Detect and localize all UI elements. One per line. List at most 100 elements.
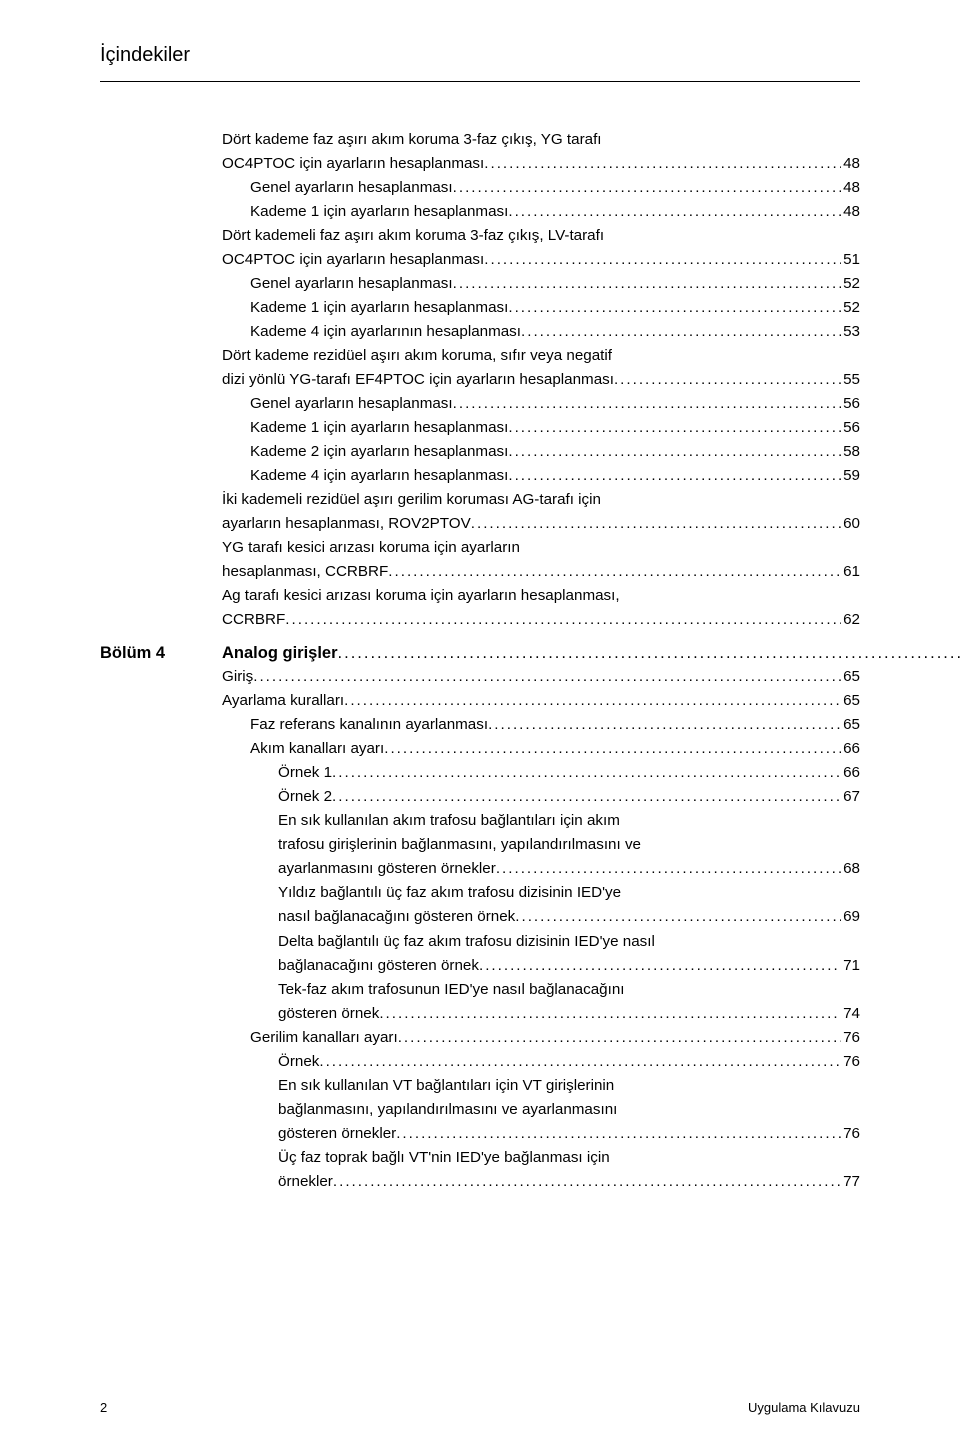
toc-page: 48 bbox=[841, 176, 860, 200]
toc-entry-text: Örnek bbox=[278, 1050, 319, 1074]
leader bbox=[614, 368, 841, 392]
toc-line: ayarların hesaplanması, ROV2PTOV 60 bbox=[222, 512, 860, 536]
toc-page: 71 bbox=[841, 954, 860, 978]
leader bbox=[484, 152, 841, 176]
toc-entry-text: Örnek 2 bbox=[278, 785, 332, 809]
leader bbox=[319, 1050, 841, 1074]
toc-line: Gerilim kanalları ayarı 76 bbox=[222, 1026, 860, 1050]
toc-line: ayarlanmasını gösteren örnekler 68 bbox=[278, 857, 860, 881]
toc-entry-text: gösteren örnekler bbox=[278, 1122, 396, 1146]
toc-line: Giriş65 bbox=[222, 665, 860, 689]
toc-entry-text: bağlanmasını, yapılandırılmasını ve ayar… bbox=[278, 1098, 860, 1122]
toc-entry-text: CCRBRF bbox=[222, 608, 285, 632]
leader bbox=[398, 1026, 841, 1050]
toc-line: Örnek 166 bbox=[222, 761, 860, 785]
toc-entry-text: gösteren örnek bbox=[278, 1002, 379, 1026]
toc-entry-text: örnekler bbox=[278, 1170, 333, 1194]
toc-entry-text: trafosu girişlerinin bağlanmasını, yapıl… bbox=[278, 833, 860, 857]
toc-entry-text: Kademe 2 için ayarların hesaplanması bbox=[250, 440, 508, 464]
toc-entry-text: Gerilim kanalları ayarı bbox=[250, 1026, 398, 1050]
leader bbox=[388, 560, 841, 584]
toc-entry-text: Ayarlama kuralları bbox=[222, 689, 344, 713]
toc-entry-text: Dört kademe faz aşırı akım koruma 3-faz … bbox=[222, 128, 860, 152]
toc-body: Dört kademe faz aşırı akım koruma 3-faz … bbox=[100, 128, 860, 1194]
toc-entry: Yıldız bağlantılı üç faz akım trafosu di… bbox=[222, 881, 860, 929]
footer: 2 Uygulama Kılavuzu bbox=[100, 1400, 860, 1415]
leader bbox=[496, 857, 841, 881]
section-title: Analog girişler bbox=[222, 644, 338, 663]
leader bbox=[384, 737, 841, 761]
leader bbox=[379, 1002, 841, 1026]
toc-page: 76 bbox=[841, 1026, 860, 1050]
toc-entry: En sık kullanılan VT bağlantıları için V… bbox=[222, 1074, 860, 1146]
leader bbox=[285, 608, 841, 632]
leader bbox=[396, 1122, 841, 1146]
toc-page: 53 bbox=[841, 320, 860, 344]
toc-page: 55 bbox=[841, 368, 860, 392]
toc-line: Faz referans kanalının ayarlanması65 bbox=[222, 713, 860, 737]
toc-line: bağlanacağını gösteren örnek71 bbox=[278, 954, 860, 978]
toc-entry-text: Genel ayarların hesaplanması bbox=[250, 392, 453, 416]
toc-page: 66 bbox=[841, 737, 860, 761]
toc-page: 61 bbox=[841, 560, 860, 584]
toc-entry-text: Tek-faz akım trafosunun IED'ye nasıl bağ… bbox=[278, 978, 860, 1002]
toc-line: Kademe 2 için ayarların hesaplanması58 bbox=[222, 440, 860, 464]
toc-line: dizi yönlü YG-tarafı EF4PTOC için ayarla… bbox=[222, 368, 860, 392]
toc-entry: Delta bağlantılı üç faz akım trafosu diz… bbox=[222, 930, 860, 978]
toc-entry-text: OC4PTOC için ayarların hesaplanması bbox=[222, 152, 484, 176]
toc-entry-text: En sık kullanılan VT bağlantıları için V… bbox=[278, 1074, 860, 1098]
toc-page: 77 bbox=[841, 1170, 860, 1194]
toc-entry-text: İki kademeli rezidüel aşırı gerilim koru… bbox=[222, 488, 860, 512]
toc-entry-text: Ag tarafı kesici arızası koruma için aya… bbox=[222, 584, 860, 608]
leader bbox=[479, 954, 841, 978]
toc-page: 62 bbox=[841, 608, 860, 632]
leader bbox=[332, 785, 841, 809]
toc-entry: En sık kullanılan akım trafosu bağlantıl… bbox=[222, 809, 860, 881]
toc-line: Kademe 1 için ayarların hesaplanması48 bbox=[222, 200, 860, 224]
toc-entry: Dört kademeli faz aşırı akım koruma 3-fa… bbox=[222, 224, 860, 272]
toc-entry-text: ayarlanmasını gösteren örnekler bbox=[278, 857, 496, 881]
toc-main: Dört kademe faz aşırı akım koruma 3-faz … bbox=[222, 128, 860, 632]
toc-line: Genel ayarların hesaplanması48 bbox=[222, 176, 860, 200]
toc-entry: İki kademeli rezidüel aşırı gerilim koru… bbox=[222, 488, 860, 536]
footer-page-number: 2 bbox=[100, 1400, 107, 1415]
leader bbox=[471, 512, 841, 536]
toc-entry-text: Dört kademe rezidüel aşırı akım koruma, … bbox=[222, 344, 860, 368]
leader bbox=[508, 440, 841, 464]
page-title: İçindekiler bbox=[100, 44, 860, 67]
toc-entry-text: Kademe 4 için ayarlarının hesaplanması bbox=[250, 320, 521, 344]
header-rule bbox=[100, 81, 860, 82]
toc-page: 76 bbox=[841, 1050, 860, 1074]
leader bbox=[521, 320, 841, 344]
toc-line: gösteren örnekler 76 bbox=[278, 1122, 860, 1146]
toc-entry-text: Kademe 1 için ayarların hesaplanması bbox=[250, 296, 508, 320]
toc-line: Kademe 4 için ayarların hesaplanması 59 bbox=[222, 464, 860, 488]
toc-line: Akım kanalları ayarı 66 bbox=[222, 737, 860, 761]
toc-page: 76 bbox=[841, 1122, 860, 1146]
toc-entry-text: Dört kademeli faz aşırı akım koruma 3-fa… bbox=[222, 224, 860, 248]
toc-entry-text: Akım kanalları ayarı bbox=[250, 737, 384, 761]
leader bbox=[332, 761, 841, 785]
toc-entry-text: Kademe 4 için ayarların hesaplanması bbox=[250, 464, 508, 488]
toc-entry-text: Örnek 1 bbox=[278, 761, 332, 785]
leader bbox=[508, 464, 841, 488]
toc-entry: YG tarafı kesici arızası koruma için aya… bbox=[222, 536, 860, 584]
toc-line: hesaplanması, CCRBRF61 bbox=[222, 560, 860, 584]
toc-entry-text: nasıl bağlanacağını gösteren örnek bbox=[278, 905, 515, 929]
toc-entry-text: ayarların hesaplanması, ROV2PTOV bbox=[222, 512, 471, 536]
toc-page: 65 bbox=[841, 713, 860, 737]
toc-line: Örnek 267 bbox=[222, 785, 860, 809]
section-row: Bölüm 4 Analog girişler 65 bbox=[100, 644, 860, 663]
toc-entry-text: dizi yönlü YG-tarafı EF4PTOC için ayarla… bbox=[222, 368, 614, 392]
toc-entry-text: Genel ayarların hesaplanması bbox=[250, 272, 453, 296]
toc-page: 68 bbox=[841, 857, 860, 881]
toc-page: 56 bbox=[841, 416, 860, 440]
toc-entry: Dört kademe faz aşırı akım koruma 3-faz … bbox=[222, 128, 860, 176]
toc-page: 59 bbox=[841, 464, 860, 488]
toc-page: 60 bbox=[841, 512, 860, 536]
toc-page: 51 bbox=[841, 248, 860, 272]
toc-entry: Ag tarafı kesici arızası koruma için aya… bbox=[222, 584, 860, 632]
toc-line: Ayarlama kuralları65 bbox=[222, 689, 860, 713]
leader bbox=[508, 416, 841, 440]
toc-line: Genel ayarların hesaplanması56 bbox=[222, 392, 860, 416]
